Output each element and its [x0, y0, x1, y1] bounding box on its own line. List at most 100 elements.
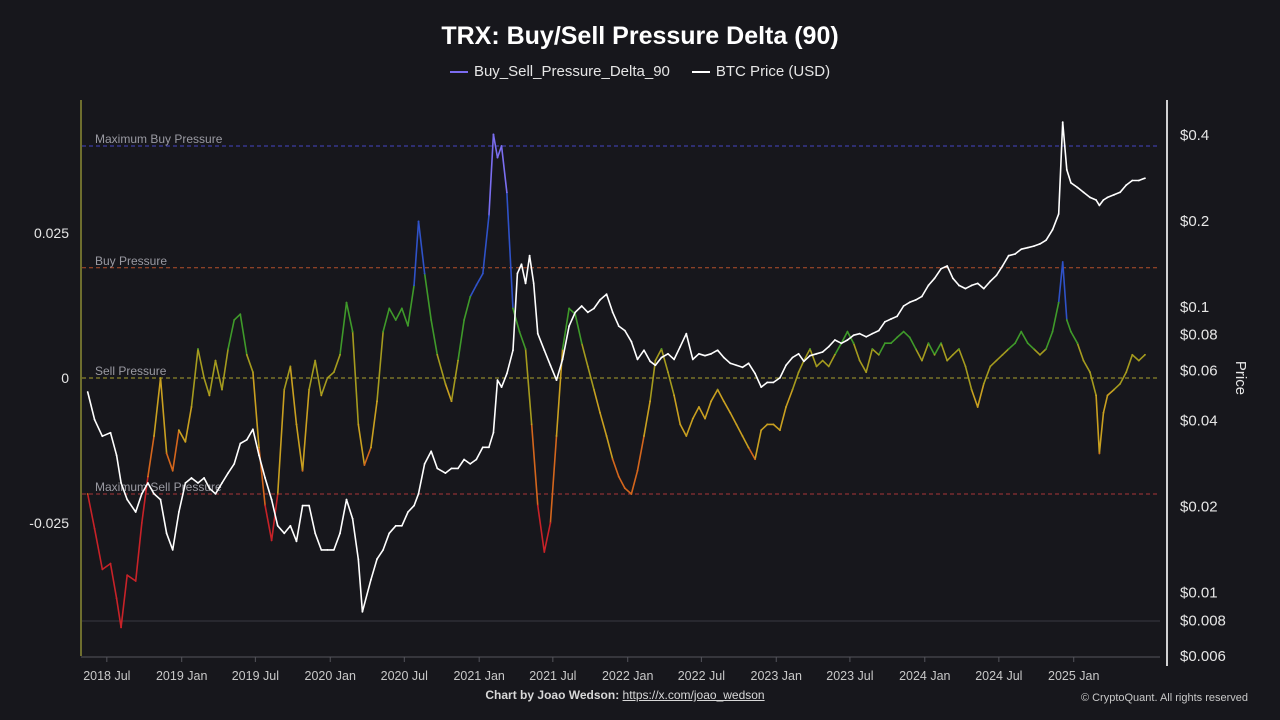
- delta-point: [754, 458, 756, 461]
- delta-point: [1026, 342, 1029, 345]
- delta-point: [921, 359, 923, 362]
- price-point: [1144, 177, 1146, 180]
- price-point: [611, 311, 614, 314]
- price-point: [301, 504, 304, 507]
- y-left-tick-label: 0.025: [34, 225, 69, 241]
- price-point: [995, 274, 998, 277]
- delta-series-segment: [178, 429, 187, 443]
- delta-series-segment: [276, 388, 286, 495]
- price-point: [1045, 239, 1047, 242]
- delta-series-segment: [430, 319, 439, 356]
- delta-series-segment: [989, 359, 998, 368]
- delta-series-segment: [1098, 411, 1105, 455]
- delta-point: [821, 359, 824, 362]
- price-point: [852, 334, 855, 337]
- delta-point: [976, 406, 979, 408]
- price-point: [940, 267, 942, 270]
- chart-credit: Chart by Joao Wedson: https://x.com/joao…: [0, 688, 1250, 702]
- delta-point: [233, 319, 236, 321]
- delta-series-segment: [450, 359, 459, 403]
- delta-point: [586, 365, 589, 368]
- delta-point: [685, 435, 688, 437]
- y-left-tick-label: 0: [61, 370, 69, 386]
- delta-point: [605, 435, 608, 437]
- legend-item-delta[interactable]: Buy_Sell_Pressure_Delta_90: [449, 63, 670, 80]
- delta-point: [134, 580, 137, 582]
- delta-point: [457, 359, 459, 362]
- price-point: [345, 498, 348, 501]
- price-point: [654, 364, 657, 367]
- delta-series-segment: [165, 452, 174, 472]
- delta-series-segment: [1020, 330, 1029, 345]
- delta-point: [320, 394, 323, 397]
- delta-series-segment: [1102, 394, 1109, 414]
- delta-series-segment: [401, 307, 409, 327]
- delta-series-segment: [1076, 342, 1085, 362]
- price-point: [643, 349, 645, 352]
- delta-series-segment: [970, 388, 979, 408]
- delta-point: [833, 353, 836, 356]
- delta-series-segment: [927, 342, 936, 356]
- price-point: [586, 311, 589, 314]
- price-point: [270, 498, 273, 501]
- delta-series-segment: [417, 220, 426, 275]
- delta-series-segment: [147, 435, 155, 478]
- delta-series-segment: [1131, 353, 1140, 362]
- price-point: [1113, 193, 1115, 196]
- price-point: [1106, 196, 1109, 199]
- delta-point: [171, 469, 174, 472]
- price-point: [283, 532, 286, 535]
- price-point: [1065, 168, 1068, 171]
- legend-item-price[interactable]: BTC Price (USD): [691, 63, 830, 80]
- delta-point: [382, 330, 385, 333]
- price-point: [574, 311, 577, 314]
- delta-series-segment: [995, 353, 1004, 362]
- delta-point: [1113, 388, 1115, 391]
- delta-point: [549, 522, 552, 524]
- delta-series-segment: [339, 301, 348, 356]
- price-point: [258, 454, 260, 457]
- delta-point: [593, 388, 595, 391]
- delta-point: [208, 394, 211, 397]
- delta-series-segment: [692, 406, 700, 420]
- x-tick-label: 2025 Jan: [1048, 669, 1099, 683]
- price-point: [1137, 179, 1140, 182]
- price-point: [463, 458, 466, 461]
- delta-point: [649, 400, 651, 403]
- price-point: [252, 428, 254, 431]
- delta-series-segment: [1033, 348, 1041, 356]
- delta-series-segment: [716, 388, 725, 403]
- delta-series-segment: [134, 522, 143, 582]
- price-point: [320, 548, 323, 551]
- price-point: [1089, 196, 1091, 199]
- delta-point: [214, 359, 217, 362]
- delta-point: [611, 458, 614, 461]
- price-point: [400, 524, 403, 527]
- delta-series-segment: [488, 133, 495, 217]
- delta-point: [1032, 348, 1035, 350]
- threshold-label: Buy Pressure: [95, 254, 167, 268]
- delta-series-segment: [314, 359, 323, 397]
- price-point: [376, 558, 378, 560]
- price-point: [815, 352, 818, 355]
- delta-point: [165, 452, 168, 455]
- delta-point: [827, 365, 830, 368]
- price-point: [766, 381, 769, 384]
- delta-series-segment: [667, 371, 675, 397]
- delta-series-segment: [809, 348, 818, 368]
- delta-series-segment: [710, 388, 719, 403]
- delta-point: [530, 423, 533, 426]
- delta-point: [1082, 359, 1085, 362]
- credit-link[interactable]: https://x.com/joao_wedson: [622, 688, 765, 702]
- price-point: [528, 254, 531, 257]
- delta-point: [995, 359, 998, 362]
- delta-series-segment: [834, 342, 843, 356]
- price-point: [599, 299, 601, 301]
- delta-series-segment: [351, 330, 360, 426]
- price-point: [691, 358, 694, 361]
- delta-point: [599, 411, 601, 414]
- delta-series-segment: [1039, 348, 1047, 356]
- delta-series-segment: [915, 348, 923, 362]
- price-point: [760, 386, 763, 389]
- chart-legend: Buy_Sell_Pressure_Delta_90 BTC Price (US…: [0, 63, 1280, 80]
